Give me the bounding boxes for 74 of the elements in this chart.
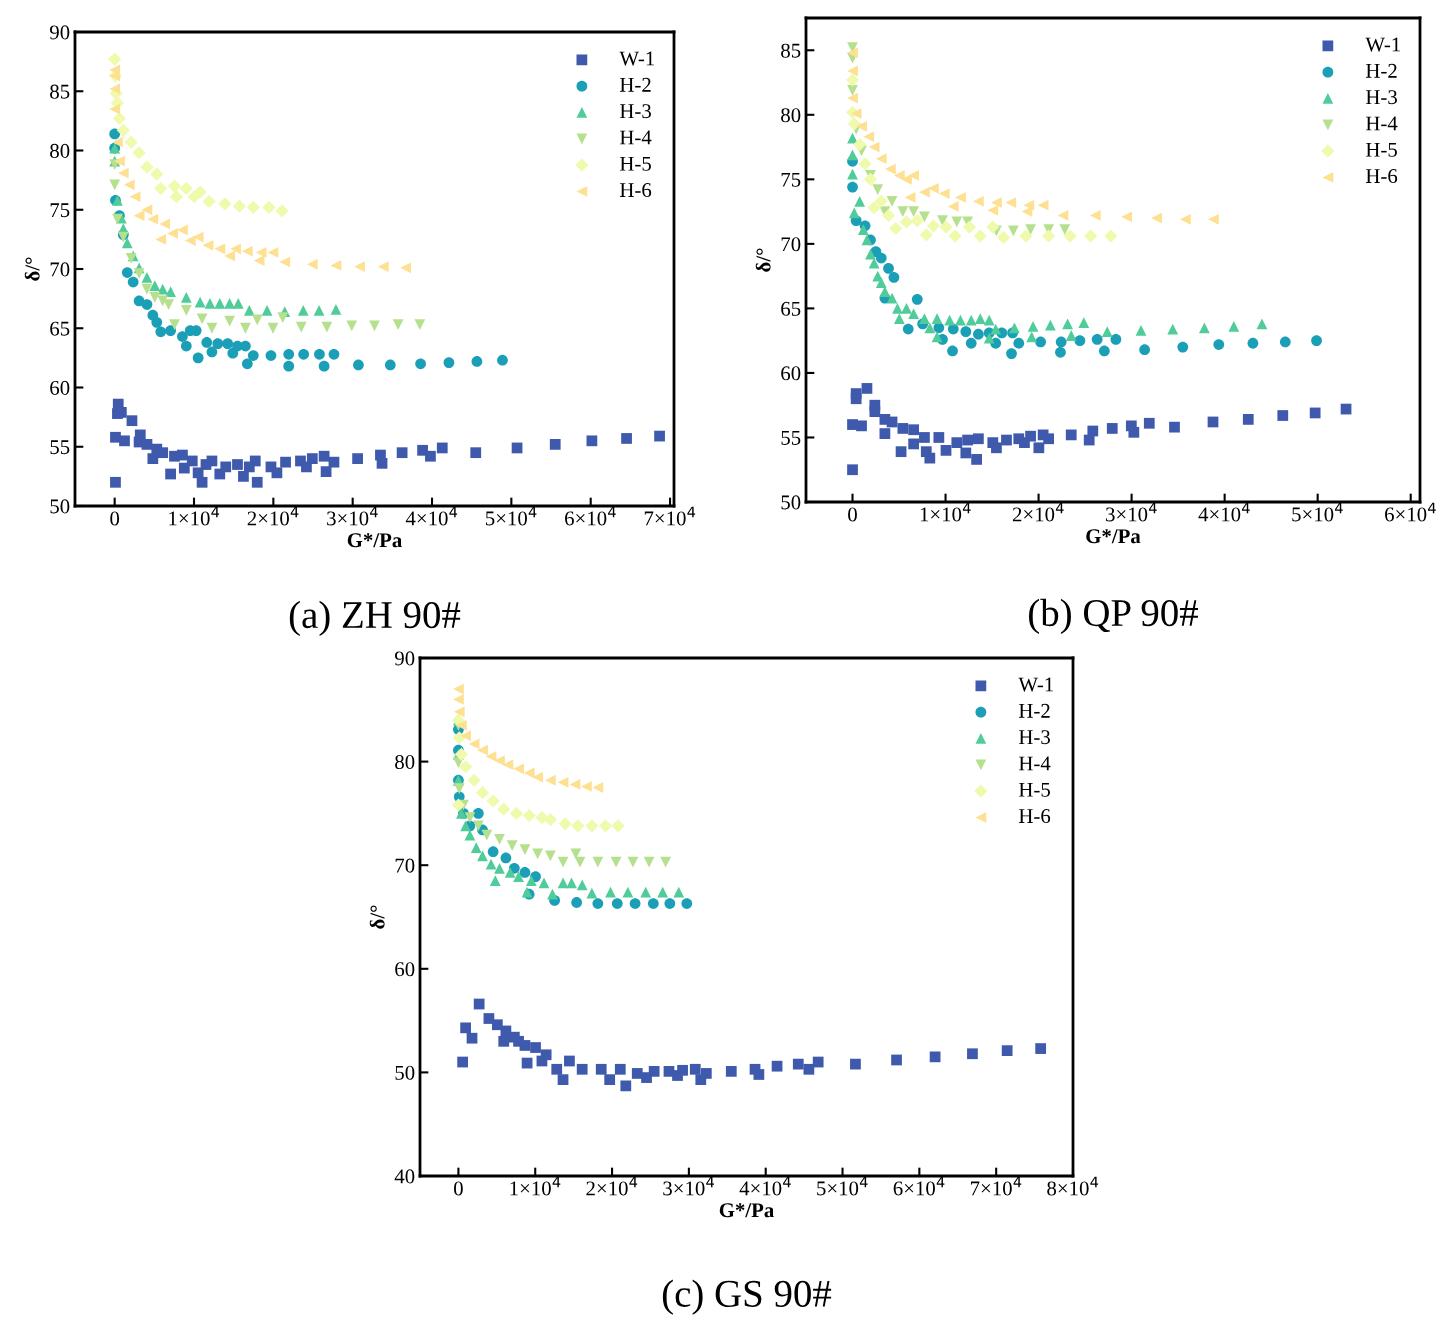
y-tick-label: 40 (394, 1169, 415, 1184)
x-tick-label: 5×10$^{4}$ (1292, 502, 1343, 522)
y-tick-label: 70 (395, 858, 415, 873)
x-axis-title: G*/Pa (347, 533, 402, 548)
x-tick-label: 5×10$^{4}$ (817, 1176, 868, 1196)
y-tick-label: 60 (781, 366, 801, 381)
x-tick-label: 2×10$^{4}$ (586, 1176, 638, 1196)
x-tick-label: 4×10$^{4}$ (405, 506, 458, 526)
legend-label: H-3 (1365, 90, 1397, 105)
legend-label: H-5 (1018, 782, 1050, 797)
x-tick-label: 6×10$^{4}$ (893, 1176, 945, 1196)
y-tick-label: 75 (781, 172, 801, 187)
y-tick-label: 85 (781, 43, 801, 58)
text: (b) QP 90# (1029, 598, 1198, 635)
legend-label: H-3 (1018, 730, 1050, 745)
x-tick-label: 3×10$^{4}$ (1106, 502, 1157, 522)
legend-label: H-4 (619, 130, 652, 145)
y-tick-label: 70 (781, 237, 801, 252)
legend-label: H-2 (1018, 703, 1050, 718)
x-tick-label: 7×10$^{4}$ (970, 1176, 1022, 1196)
y-tick-label: 80 (50, 143, 70, 158)
y-axis-title: δ/° (755, 248, 771, 272)
y-tick-label: 65 (781, 301, 801, 316)
y-axis-title: δ/° (24, 257, 40, 281)
y-tick-label: 60 (50, 380, 70, 395)
legend-label: H-4 (1365, 116, 1398, 131)
y-tick-label: 75 (50, 203, 70, 218)
y-tick-label: 50 (395, 1065, 415, 1080)
legend-label: H-5 (619, 156, 651, 171)
x-tick-label: 1×10$^{4}$ (510, 1176, 561, 1196)
legend-label: H-6 (1018, 809, 1051, 824)
x-axis-title: G*/Pa (1086, 529, 1141, 544)
x-tick-label: 6×10$^{4}$ (1385, 502, 1436, 522)
x-tick-label: 0 (848, 507, 857, 522)
y-tick-label: 60 (395, 962, 415, 977)
y-axis-title: δ/° (369, 905, 385, 929)
legend-label: W-1 (1018, 677, 1053, 692)
x-tick-label: 0 (454, 1181, 463, 1196)
y-tick-label: 85 (50, 84, 70, 99)
x-tick-label: 4×10$^{4}$ (739, 1176, 791, 1196)
y-tick-label: 70 (50, 262, 70, 277)
y-tick-label: 80 (781, 108, 801, 123)
x-tick-label: 4×10$^{4}$ (1198, 502, 1250, 522)
y-tick-label: 65 (50, 321, 70, 336)
x-tick-label: 0 (110, 511, 120, 526)
x-tick-label: 3×10$^{4}$ (663, 1176, 714, 1196)
legend-label: H-5 (1365, 142, 1397, 157)
y-tick-label: 80 (395, 754, 415, 770)
x-tick-label: 3×10$^{4}$ (327, 506, 378, 526)
x-tick-label: 8×10$^{4}$ (1047, 1176, 1099, 1196)
x-tick-label: 7×10$^{4}$ (644, 506, 696, 526)
legend-label: W-1 (619, 51, 654, 66)
y-tick-label: 55 (781, 431, 801, 445)
legend-label: W-1 (1365, 37, 1400, 52)
text: (c) GS 90# (662, 1279, 832, 1315)
x-tick-label: 1×10$^{4}$ (920, 502, 971, 522)
legend-label: H-6 (1365, 169, 1398, 184)
x-tick-label: 6×10$^{4}$ (565, 506, 616, 526)
legend-label: H-3 (619, 104, 651, 119)
y-tick-label: 55 (50, 440, 70, 455)
legend-label: H-2 (1365, 63, 1397, 78)
legend-label: H-2 (619, 77, 651, 92)
x-tick-label: 5×10$^{4}$ (486, 506, 537, 526)
legend-label: H-4 (1018, 756, 1051, 771)
x-axis-title: G*/Pa (719, 1203, 774, 1218)
x-tick-label: 2×10$^{4}$ (1012, 502, 1064, 522)
text: (a) ZH 90# (289, 600, 461, 637)
x-tick-label: 1×10$^{4}$ (169, 506, 220, 526)
legend-label: H-6 (619, 183, 652, 198)
y-tick-label: 50 (781, 495, 801, 510)
y-tick-label: 90 (49, 25, 70, 40)
x-tick-label: 2×10$^{4}$ (247, 506, 299, 526)
y-tick-label: 50 (50, 499, 70, 514)
y-tick-label: 90 (394, 651, 415, 666)
